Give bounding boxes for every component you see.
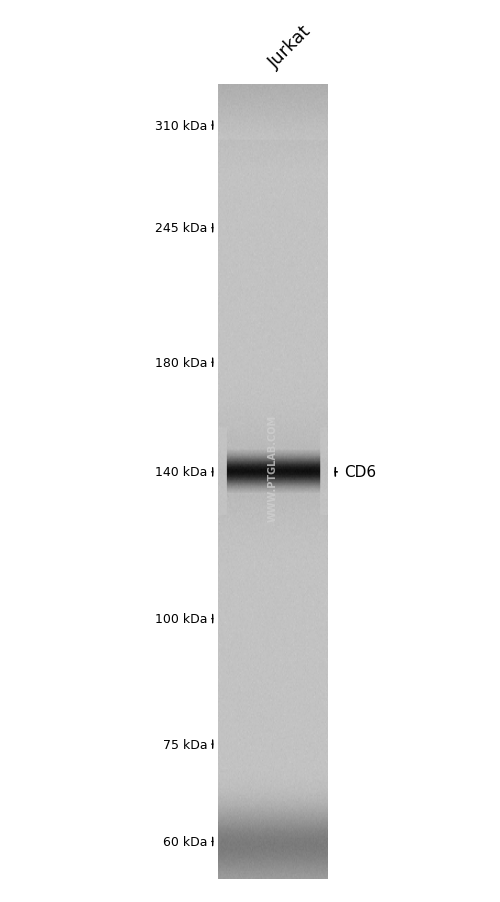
Text: WWW.PTGLAB.COM: WWW.PTGLAB.COM xyxy=(268,414,278,521)
Text: Jurkat: Jurkat xyxy=(265,23,314,72)
Text: 310 kDa: 310 kDa xyxy=(155,119,208,133)
Text: 140 kDa: 140 kDa xyxy=(155,465,208,479)
Text: 100 kDa: 100 kDa xyxy=(155,612,208,625)
Text: 60 kDa: 60 kDa xyxy=(163,835,208,848)
Text: 180 kDa: 180 kDa xyxy=(155,356,208,369)
Text: CD6: CD6 xyxy=(344,465,376,480)
Text: 75 kDa: 75 kDa xyxy=(163,738,208,750)
Text: 245 kDa: 245 kDa xyxy=(155,222,208,235)
